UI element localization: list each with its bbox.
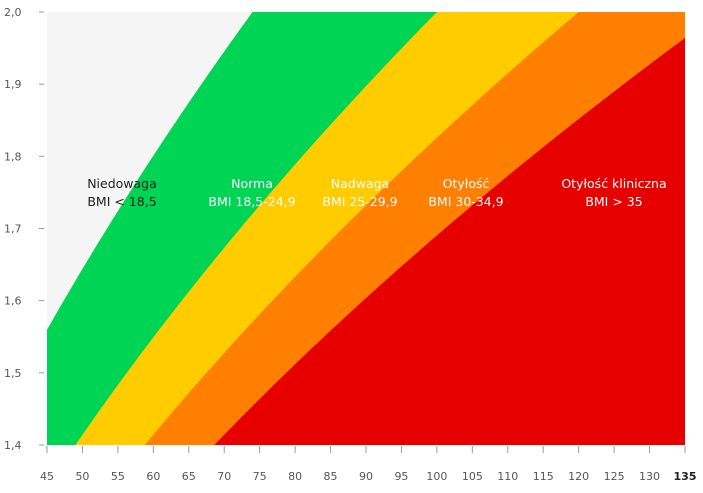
x-tick-label: 85 <box>324 470 338 483</box>
x-tick-label: 115 <box>533 470 554 483</box>
zone-area-4 <box>214 38 685 445</box>
y-tick-label: 1,7 <box>4 223 22 236</box>
zone-label-title-0: Niedowaga <box>87 176 157 191</box>
zone-label-title-3: Otyłość <box>443 176 490 191</box>
x-tick-label: 120 <box>568 470 589 483</box>
x-tick-label: 80 <box>288 470 302 483</box>
x-tick-label: 70 <box>217 470 231 483</box>
x-tick-label: 100 <box>426 470 447 483</box>
labels-layer: Niedowaga BMI < 18,5 Norma BMI 18,5-24,9 Nad… <box>87 176 666 209</box>
x-tick-label: 75 <box>253 470 267 483</box>
y-tick-label: 1,9 <box>4 78 22 91</box>
y-tick-label: 1,6 <box>4 295 22 308</box>
zone-label-title-4: Otyłość kliniczna <box>561 176 666 191</box>
x-tick-label: 95 <box>394 470 408 483</box>
zone-label-title-2: Nadwaga <box>331 176 389 191</box>
zone-label-range-1: BMI 18,5-24,9 <box>208 194 295 209</box>
axes-layer: 1,4 1,5 1,6 1,7 1,8 1,9 2,0 45 50 55 60 65 70 75 80 85 9… <box>4 6 696 483</box>
x-tick-label: 125 <box>604 470 625 483</box>
y-tick-label: 1,8 <box>4 150 22 163</box>
zone-label-range-4: BMI > 35 <box>585 194 642 209</box>
x-tick-label: 130 <box>639 470 660 483</box>
x-tick-label: 50 <box>75 470 89 483</box>
zone-label-range-2: BMI 25-29,9 <box>322 194 397 209</box>
y-tick-label: 1,4 <box>4 439 22 452</box>
y-tick-label: 2,0 <box>4 6 22 19</box>
zones-layer <box>47 12 685 445</box>
zone-label-range-0: BMI < 18,5 <box>87 194 156 209</box>
x-tick-label: 60 <box>146 470 160 483</box>
x-tick-label: 135 <box>674 470 697 483</box>
zone-label-range-3: BMI 30-34,9 <box>428 194 503 209</box>
y-tick-label: 1,5 <box>4 367 22 380</box>
x-tick-label: 90 <box>359 470 373 483</box>
x-tick-label: 55 <box>111 470 125 483</box>
x-tick-label: 105 <box>462 470 483 483</box>
x-tick-label: 45 <box>40 470 54 483</box>
x-tick-label: 110 <box>497 470 518 483</box>
zone-label-title-1: Norma <box>231 176 273 191</box>
x-tick-label: 65 <box>182 470 196 483</box>
